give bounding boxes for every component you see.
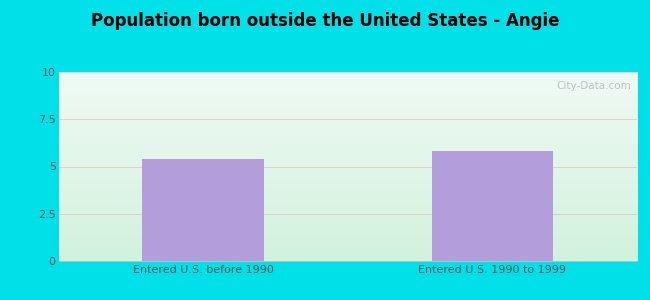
Bar xyxy=(142,159,264,261)
Text: Population born outside the United States - Angie: Population born outside the United State… xyxy=(91,12,559,30)
Text: City-Data.com: City-Data.com xyxy=(556,81,631,92)
Bar xyxy=(432,152,553,261)
